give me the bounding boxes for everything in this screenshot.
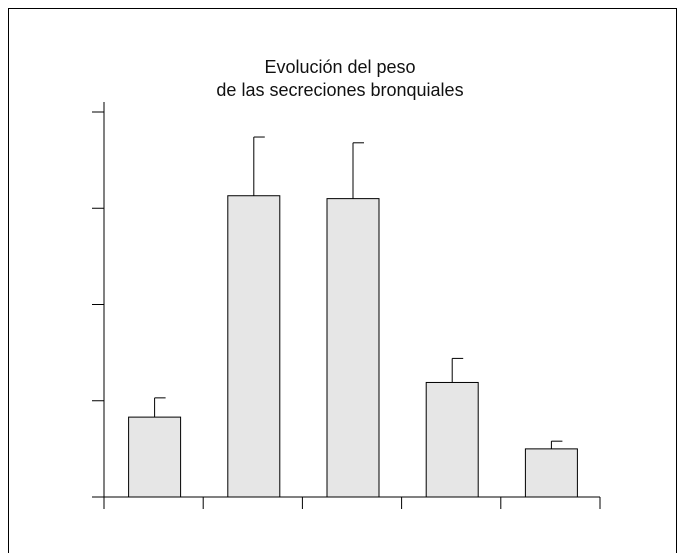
bar-5 xyxy=(524,448,578,498)
bar-3 xyxy=(326,198,380,498)
chart-title-line-2: de las secreciones bronquiales xyxy=(216,80,463,100)
chart-frame xyxy=(8,8,677,553)
bar-4 xyxy=(425,381,479,498)
bars xyxy=(128,136,578,498)
bar-1 xyxy=(128,416,182,498)
bar-2 xyxy=(227,195,281,498)
chart-title-line-1: Evolución del peso xyxy=(264,57,415,77)
